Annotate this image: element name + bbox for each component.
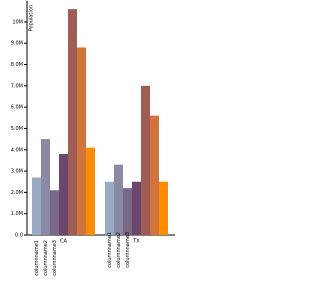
y-tick-label: 8.0M <box>11 62 23 68</box>
chart: Population 0.0 1.0M 2.0M 3.0M 4.0M 5.0M 6.0M 7.… <box>11 0 175 276</box>
x-tick-label: CA <box>60 239 67 245</box>
y-tick-label: 1.0M <box>11 211 23 217</box>
legend-label: columnname2 <box>116 232 122 268</box>
bar <box>68 9 77 235</box>
bar <box>105 181 114 235</box>
y-tick-label: 2.0M <box>11 190 23 196</box>
bar <box>32 177 41 235</box>
x-tick-label: TX <box>132 239 140 245</box>
bar <box>59 154 68 235</box>
legend-label: columnname3 <box>125 232 131 268</box>
legend-label: columnname3 <box>52 240 58 276</box>
y-tick-label: 3.0M <box>11 169 23 175</box>
bar <box>141 85 150 235</box>
y-tick-label: 6.0M <box>11 105 23 111</box>
legend-label: columnname1 <box>34 240 40 276</box>
legend-label: columnname2 <box>43 240 49 276</box>
bar <box>159 181 168 235</box>
bar <box>123 188 132 235</box>
y-tick-label: 5.0M <box>11 126 23 132</box>
bar <box>132 181 141 235</box>
bar <box>41 139 50 235</box>
y-tick-label: 4.0M <box>11 147 23 153</box>
bar <box>77 47 86 236</box>
y-tick-label: 10M <box>12 19 23 25</box>
bar <box>86 147 95 235</box>
y-tick-label: 0.0 <box>15 233 23 239</box>
y-tick-label: 7.0M <box>11 83 23 89</box>
y-axis-label: Population <box>29 5 35 31</box>
y-tick-label: 9.0M <box>11 41 23 47</box>
bar <box>150 115 159 235</box>
bar <box>114 164 123 235</box>
legend-label: columnname1 <box>107 232 113 268</box>
bar <box>50 190 59 235</box>
